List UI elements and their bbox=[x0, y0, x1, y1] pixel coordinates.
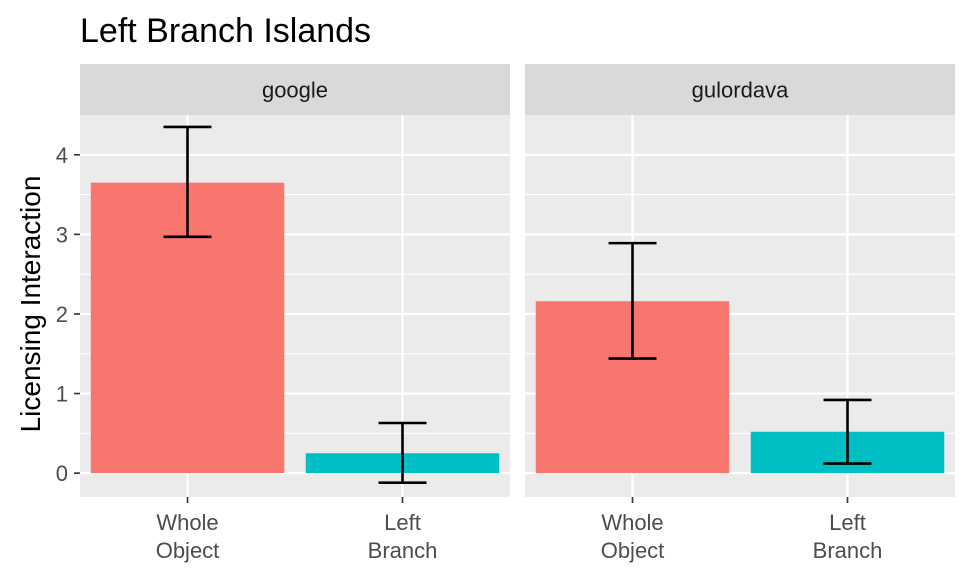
y-tick-label: 0 bbox=[56, 461, 68, 486]
y-tick-label: 1 bbox=[56, 382, 68, 407]
y-tick-label: 3 bbox=[56, 222, 68, 247]
y-axis-title: Licensing Interaction bbox=[15, 176, 46, 433]
error-bar-google-0 bbox=[163, 125, 212, 239]
x-tick-label-line1: Whole bbox=[156, 510, 218, 535]
y-axis: 0 1 2 3 4 bbox=[56, 143, 80, 486]
strip-label: gulordava bbox=[692, 78, 789, 103]
strip-label: google bbox=[262, 78, 328, 103]
x-tick-label-line1: Left bbox=[384, 510, 421, 535]
error-bar-gulordava-1 bbox=[823, 398, 872, 465]
strip-background bbox=[80, 64, 510, 115]
error-bar-gulordava-0 bbox=[608, 241, 657, 360]
x-tick-label-line2: Branch bbox=[813, 538, 883, 563]
x-tick-label-line2: Object bbox=[156, 538, 220, 563]
panel-gulordava: gulordava Whole Object Left Branch bbox=[525, 64, 955, 563]
panel-google: google Whole Object Left Branch bbox=[80, 64, 510, 563]
strip-background bbox=[525, 64, 955, 115]
y-tick-label: 2 bbox=[56, 302, 68, 327]
y-tick-label: 4 bbox=[56, 143, 68, 168]
x-tick-label-line1: Left bbox=[829, 510, 866, 535]
x-tick-label-line2: Object bbox=[601, 538, 665, 563]
x-tick-label-line1: Whole bbox=[601, 510, 663, 535]
error-bar-google-1 bbox=[378, 421, 427, 484]
x-tick-label-line2: Branch bbox=[368, 538, 438, 563]
chart-title: Left Branch Islands bbox=[80, 12, 371, 50]
facet-panels: google Whole Object Left Branch gulordava Whol… bbox=[80, 64, 955, 563]
